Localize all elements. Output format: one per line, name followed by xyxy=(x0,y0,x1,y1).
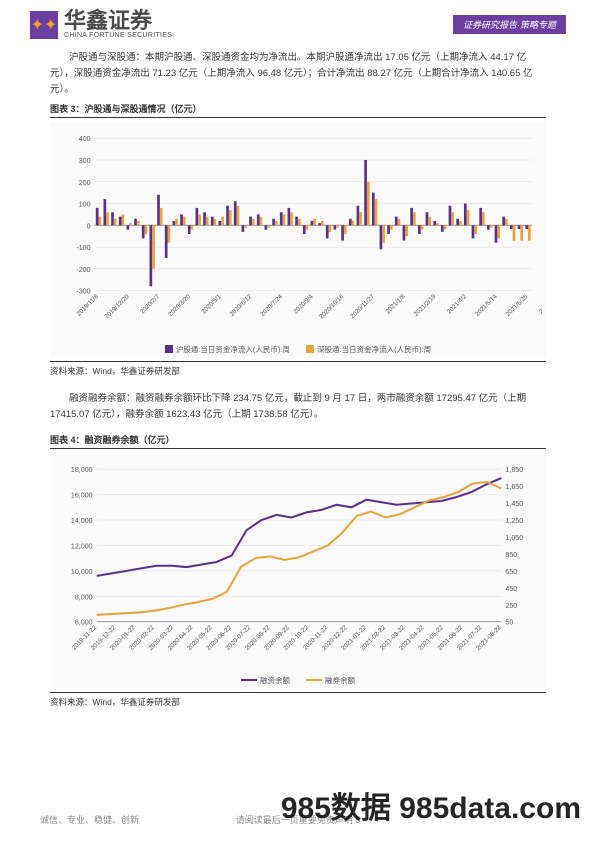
paragraph-stock-connect: 沪股通与深股通：本期沪股通、深股通资金均为净流出。本期沪股通净流出 17.05 … xyxy=(50,50,546,98)
svg-text:12,000: 12,000 xyxy=(71,543,93,551)
svg-text:10,000: 10,000 xyxy=(71,568,93,576)
chart1-svg: -300 -200 -100 0 100 200 300 400 2019/11/82019/1… xyxy=(54,128,542,342)
svg-text:850: 850 xyxy=(505,551,517,559)
svg-text:300: 300 xyxy=(79,157,91,165)
svg-text:1,050: 1,050 xyxy=(505,534,523,542)
chart1-legend-sz: 深股通:当日资金净流入(人民币):周 xyxy=(306,344,431,355)
svg-text:2019/11/8: 2019/11/8 xyxy=(75,293,100,318)
svg-text:2021/8/6: 2021/8/6 xyxy=(538,293,542,316)
svg-text:6,000: 6,000 xyxy=(75,619,93,627)
svg-text:16,000: 16,000 xyxy=(71,492,93,500)
svg-text:2020/5/1: 2020/5/1 xyxy=(200,293,223,316)
svg-text:-300: -300 xyxy=(76,288,90,296)
chart1-legend-sh: 沪股通:当日资金净流入(人民币):周 xyxy=(165,344,290,355)
chart1-legend-sh-label: 沪股通:当日资金净流入(人民币):周 xyxy=(176,344,290,355)
chart2-legend-rq: 融券余额 xyxy=(306,675,355,686)
chart1-container: -300 -200 -100 0 100 200 300 400 2019/11/82019/1… xyxy=(50,122,546,357)
svg-text:14,000: 14,000 xyxy=(71,517,93,525)
chart2-title: 图表 4：融资融券余额（亿元） xyxy=(50,433,546,449)
svg-text:250: 250 xyxy=(505,602,517,610)
svg-text:1,450: 1,450 xyxy=(505,500,523,508)
svg-text:1,850: 1,850 xyxy=(505,466,523,474)
svg-text:2020/6/12: 2020/6/12 xyxy=(229,293,254,318)
svg-text:2021/4/2: 2021/4/2 xyxy=(446,293,469,316)
svg-text:100: 100 xyxy=(79,201,91,209)
svg-text:2020/9/4: 2020/9/4 xyxy=(292,293,315,316)
svg-text:1,250: 1,250 xyxy=(505,517,523,525)
svg-text:2021/5/14: 2021/5/14 xyxy=(474,293,499,318)
chart1-source: 资料来源：Wind，华鑫证券研发部 xyxy=(50,361,546,377)
svg-text:2021/2/19: 2021/2/19 xyxy=(413,293,438,318)
svg-text:2020/3/20: 2020/3/20 xyxy=(167,293,192,318)
chart1-title: 图表 3：沪股通与深股通情况（亿元） xyxy=(50,102,546,118)
svg-text:400: 400 xyxy=(79,136,91,144)
chart1-legend: 沪股通:当日资金净流入(人民币):周 深股通:当日资金净流入(人民币):周 xyxy=(54,344,542,355)
svg-text:2021/1/8: 2021/1/8 xyxy=(384,293,407,316)
chart2-legend-rz: 融资余额 xyxy=(241,675,290,686)
company-name-cn: 华鑫证券 xyxy=(64,10,172,32)
svg-text:-100: -100 xyxy=(76,245,90,253)
svg-text:2020/10/16: 2020/10/16 xyxy=(318,293,346,321)
svg-text:2020/7/24: 2020/7/24 xyxy=(259,293,284,318)
chart2-legend-rz-label: 融资余额 xyxy=(260,675,290,686)
svg-text:-200: -200 xyxy=(76,266,90,274)
company-name-en: CHINA FORTUNE SECURITIES xyxy=(64,32,172,39)
footer-left: 诚信、专业、稳健、创新 xyxy=(40,813,139,826)
svg-text:1,650: 1,650 xyxy=(505,483,523,491)
svg-text:2019/12/20: 2019/12/20 xyxy=(103,293,131,321)
chart2-legend: 融资余额 融券余额 xyxy=(54,675,542,686)
paragraph-margin: 融资融券余额：融资融券余额环比下降 234.75 亿元，截止到 9 月 17 日… xyxy=(50,391,546,423)
svg-text:450: 450 xyxy=(505,585,517,593)
svg-text:8,000: 8,000 xyxy=(75,594,93,602)
svg-text:2020/2/7: 2020/2/7 xyxy=(139,293,162,316)
chart2-container: 6,000 8,000 10,000 12,000 14,000 16,000 18,000… xyxy=(50,453,546,688)
svg-text:200: 200 xyxy=(79,179,91,187)
report-category-badge: 证券研究报告·策略专题 xyxy=(453,15,566,34)
watermark: 985数据 985data.com xyxy=(281,783,581,827)
chart2-legend-rq-label: 融券余额 xyxy=(325,675,355,686)
svg-text:2020/11/27: 2020/11/27 xyxy=(349,293,376,320)
logo-icon: ✦✦ xyxy=(30,11,58,39)
page-header: ✦✦ 华鑫证券 CHINA FORTUNE SECURITIES 证券研究报告·… xyxy=(0,0,596,44)
chart2-svg: 6,000 8,000 10,000 12,000 14,000 16,000 18,000… xyxy=(54,459,542,673)
chart2-source: 资料来源：Wind，华鑫证券研发部 xyxy=(50,692,546,708)
svg-text:2021/6/25: 2021/6/25 xyxy=(505,293,530,318)
svg-text:0: 0 xyxy=(87,223,91,231)
svg-text:50: 50 xyxy=(505,619,513,627)
company-logo: ✦✦ 华鑫证券 CHINA FORTUNE SECURITIES xyxy=(30,10,172,39)
svg-text:650: 650 xyxy=(505,568,517,576)
svg-text:18,000: 18,000 xyxy=(71,466,93,474)
chart1-legend-sz-label: 深股通:当日资金净流入(人民币):周 xyxy=(317,344,431,355)
